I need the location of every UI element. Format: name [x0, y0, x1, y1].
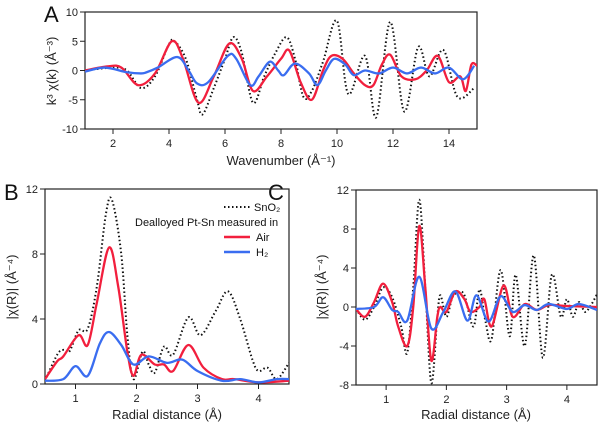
- legend-label-h2: H₂: [256, 247, 268, 259]
- x-tick-label: 4: [564, 394, 570, 406]
- x-tick-label: 2: [133, 393, 139, 405]
- legend-label-sno2: SnO₂: [254, 202, 280, 214]
- a-x-axis-label: Wavenumber (Å⁻¹): [227, 153, 336, 168]
- legend: SnO₂ Dealloyed Pt-Sn measured in Air H₂: [135, 202, 280, 259]
- plot-frame-a: [84, 11, 478, 130]
- y-tick-label: -4: [339, 341, 349, 353]
- y-tick-label: 12: [337, 185, 349, 197]
- b-x-axis-label: Radial distance (Å): [112, 407, 222, 422]
- y-tick-label: 0: [32, 379, 38, 391]
- x-tick-label: 14: [443, 138, 455, 150]
- y-tick-label: -5: [68, 95, 78, 107]
- series-line-a-sno2: [85, 19, 475, 119]
- x-tick-label: 1: [383, 394, 389, 406]
- y-tick-label: 8: [343, 224, 349, 236]
- panel-label-c: C: [268, 180, 284, 205]
- x-tick-label: 2: [110, 138, 116, 150]
- y-tick-label: -10: [62, 124, 78, 136]
- y-tick-label: 0: [72, 66, 78, 78]
- panel-label-a: A: [44, 2, 59, 27]
- series-line-b-air: [45, 246, 289, 384]
- x-tick-label: 4: [255, 393, 261, 405]
- series-line-c-sno2: [356, 198, 597, 385]
- a-y-axis-label: k³ χ(k) (Å⁻³): [44, 37, 59, 106]
- b-y-axis-label: |χ(R)| (Å⁻⁴): [4, 254, 19, 319]
- series-line-c-h2: [356, 275, 597, 331]
- panel-label-b: B: [4, 180, 19, 205]
- panel-a: 2 4 6 8 10 12 14 -10 -5 0 5 10: [62, 7, 478, 150]
- c-y-axis-label: |χ(R)| (Å⁻⁴): [314, 254, 329, 319]
- x-tick-label: 6: [222, 138, 228, 150]
- y-tick-label: -8: [339, 380, 349, 392]
- series-line-b-sno2: [45, 196, 289, 382]
- plot-frame-c: [355, 189, 598, 386]
- c-x-axis-label: Radial distance (Å): [421, 407, 531, 422]
- legend-label-air: Air: [256, 232, 270, 244]
- plot-frame-b: [44, 188, 290, 385]
- y-tick-label: 4: [32, 314, 38, 326]
- y-tick-label: 4: [343, 263, 349, 275]
- x-tick-label: 12: [387, 138, 399, 150]
- y-tick-label: 0: [343, 302, 349, 314]
- series-line-a-air: [85, 39, 477, 104]
- series-line-c-air: [356, 224, 597, 362]
- x-tick-label: 4: [166, 138, 172, 150]
- x-tick-label: 10: [331, 138, 343, 150]
- x-tick-label: 2: [443, 394, 449, 406]
- x-tick-label: 1: [72, 393, 78, 405]
- y-tick-label: 5: [72, 36, 78, 48]
- x-tick-label: 3: [504, 394, 510, 406]
- series-line-b-h2: [45, 330, 289, 384]
- x-tick-label: 3: [194, 393, 200, 405]
- y-tick-label: 8: [32, 249, 38, 261]
- y-tick-label: 10: [66, 7, 78, 19]
- y-tick-label: 12: [26, 184, 38, 196]
- series-line-a-h2: [85, 52, 476, 87]
- legend-header: Dealloyed Pt-Sn measured in: [135, 217, 278, 229]
- x-tick-label: 8: [278, 138, 284, 150]
